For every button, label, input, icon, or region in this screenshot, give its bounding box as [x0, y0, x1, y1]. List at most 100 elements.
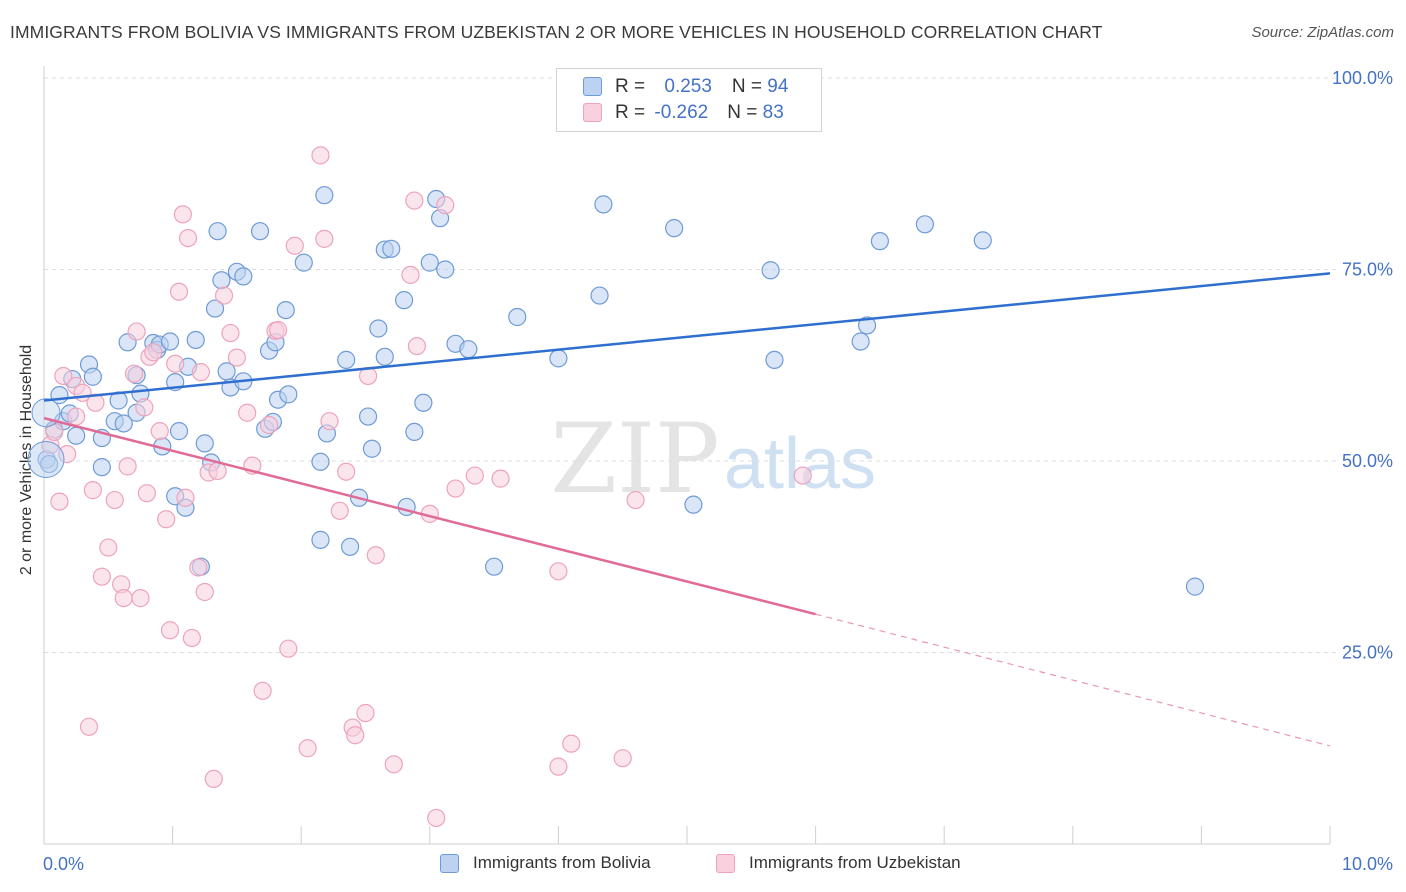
- uzbekistan-point: [54, 366, 73, 386]
- bolivia-point: [1185, 577, 1205, 596]
- bolivia-point: [362, 439, 382, 458]
- source-label: Source: ZipAtlas.com: [1251, 24, 1394, 41]
- bolivia-point: [92, 458, 111, 477]
- bolivia-point: [276, 300, 295, 320]
- uzbekistan-point: [427, 808, 446, 828]
- uzbekistan-point: [92, 567, 111, 586]
- uzbekistan-point: [407, 337, 427, 356]
- bolivia-point: [27, 440, 65, 478]
- bolivia-point: [765, 350, 784, 369]
- bolivia-point: [394, 291, 414, 310]
- chart-title: IMMIGRANTS FROM BOLIVIA VS IMMIGRANTS FR…: [10, 22, 1103, 42]
- bolivia-point: [382, 239, 401, 258]
- uzbekistan-point: [315, 229, 334, 248]
- bolivia-point: [594, 195, 613, 214]
- uzbekistan-point: [124, 364, 144, 383]
- uzbekistan-point: [150, 422, 169, 441]
- legend-bolivia-r-label: R =: [615, 76, 651, 97]
- uzbekistan-point: [491, 469, 510, 488]
- bolivia-point: [870, 232, 890, 251]
- bolivia-point: [315, 186, 334, 205]
- legend-bolivia-text: R = 0.253 N = 94: [615, 76, 788, 98]
- uzbekistan-point: [50, 492, 69, 511]
- bolivia-point: [169, 422, 189, 441]
- uzbekistan-point: [99, 538, 118, 557]
- uzbekistan-point: [401, 265, 420, 284]
- uzbekistan-point: [465, 466, 484, 485]
- uzbekistan-point: [191, 363, 210, 382]
- bolivia-point: [67, 426, 86, 445]
- bolivia-point: [665, 219, 684, 238]
- bolivia-trend-line: [43, 272, 1331, 402]
- uzbekistan-point: [793, 466, 812, 485]
- legend-bolivia-r-value: 0.253: [664, 76, 712, 97]
- uzbekistan-point: [285, 236, 304, 255]
- bolivia-point: [250, 222, 270, 241]
- uzbekistan-point: [45, 422, 64, 441]
- uzbekistan-point: [253, 681, 272, 700]
- uzbekistan-point: [366, 546, 385, 565]
- bolivia-point: [212, 271, 231, 290]
- bolivia-point: [234, 267, 253, 286]
- uzbekistan-swatch-icon: [583, 103, 602, 122]
- bolivia-point: [340, 537, 360, 556]
- uzbekistan-point: [178, 228, 198, 248]
- uzbekistan-point: [346, 726, 365, 745]
- uzbekistan-point: [330, 501, 349, 520]
- bolivia-point: [279, 385, 298, 404]
- bolivia-point: [160, 332, 180, 351]
- y-tick-label: 50.0%: [1342, 451, 1393, 471]
- uzbekistan-point: [114, 589, 133, 608]
- uzbekistan-point: [160, 621, 180, 640]
- uzbekistan-point: [118, 457, 137, 476]
- legend-uzbekistan-r-value: -0.262: [654, 102, 709, 123]
- bolivia-point: [915, 215, 935, 234]
- bolivia-point: [851, 332, 870, 351]
- y-tick-label: 100.0%: [1332, 68, 1393, 88]
- y-tick-label: 75.0%: [1342, 260, 1393, 280]
- uzbekistan-point: [311, 146, 330, 165]
- bolivia-point: [436, 260, 455, 279]
- uzbekistan-point: [157, 510, 176, 529]
- bolivia-point: [414, 393, 433, 412]
- bolivia-swatch-icon: [583, 77, 602, 96]
- bolivia-point: [337, 350, 356, 369]
- uzbekistan-point: [67, 407, 86, 426]
- bolivia-point: [358, 407, 378, 426]
- bolivia-point: [195, 434, 214, 453]
- bolivia-point: [405, 422, 424, 441]
- bolivia-point: [186, 330, 205, 350]
- uzbekistan-point: [298, 739, 317, 758]
- bolivia-point: [973, 231, 992, 250]
- uzbekistan-point: [127, 322, 146, 341]
- bolivia-point: [311, 530, 330, 549]
- legend-uzbekistan-n-value: 83: [762, 102, 784, 123]
- watermark-atlas: atlas: [724, 424, 876, 504]
- bolivia-point: [208, 222, 227, 241]
- uzbekistan-point: [626, 490, 645, 510]
- uzbekistan-point: [337, 462, 356, 481]
- bolivia-point: [590, 286, 609, 305]
- uzbekistan-point: [227, 348, 246, 367]
- legend-uzbekistan-text: R = -0.262 N = 83: [615, 102, 784, 124]
- bolivia-point: [205, 299, 225, 318]
- uzbekistan-point: [238, 403, 257, 422]
- bolivia-point: [761, 261, 780, 280]
- uzbekistan-point: [131, 589, 150, 608]
- legend-bolivia-n-label: N =: [731, 76, 768, 97]
- bolivia-point: [375, 347, 394, 366]
- x-tick-label-min: 0.0%: [43, 854, 84, 874]
- legend-uzbekistan-r-label: R =: [615, 102, 651, 123]
- y-tick-label: 25.0%: [1342, 643, 1393, 663]
- uzbekistan-point: [279, 639, 298, 658]
- uzbekistan-point: [268, 320, 288, 340]
- correlation-legend: R = 0.253 N = 94 R = -0.262 N = 83: [556, 68, 822, 132]
- bolivia-point: [857, 316, 877, 335]
- uzbekistan-point: [221, 323, 240, 343]
- uzbekistan-point: [182, 628, 201, 648]
- uzbekistan-point: [195, 582, 214, 602]
- uzbekistan-point: [446, 479, 465, 498]
- bolivia-point: [83, 367, 102, 386]
- bolivia-legend-swatch-icon: [440, 854, 459, 873]
- uzbekistan-point: [204, 769, 223, 788]
